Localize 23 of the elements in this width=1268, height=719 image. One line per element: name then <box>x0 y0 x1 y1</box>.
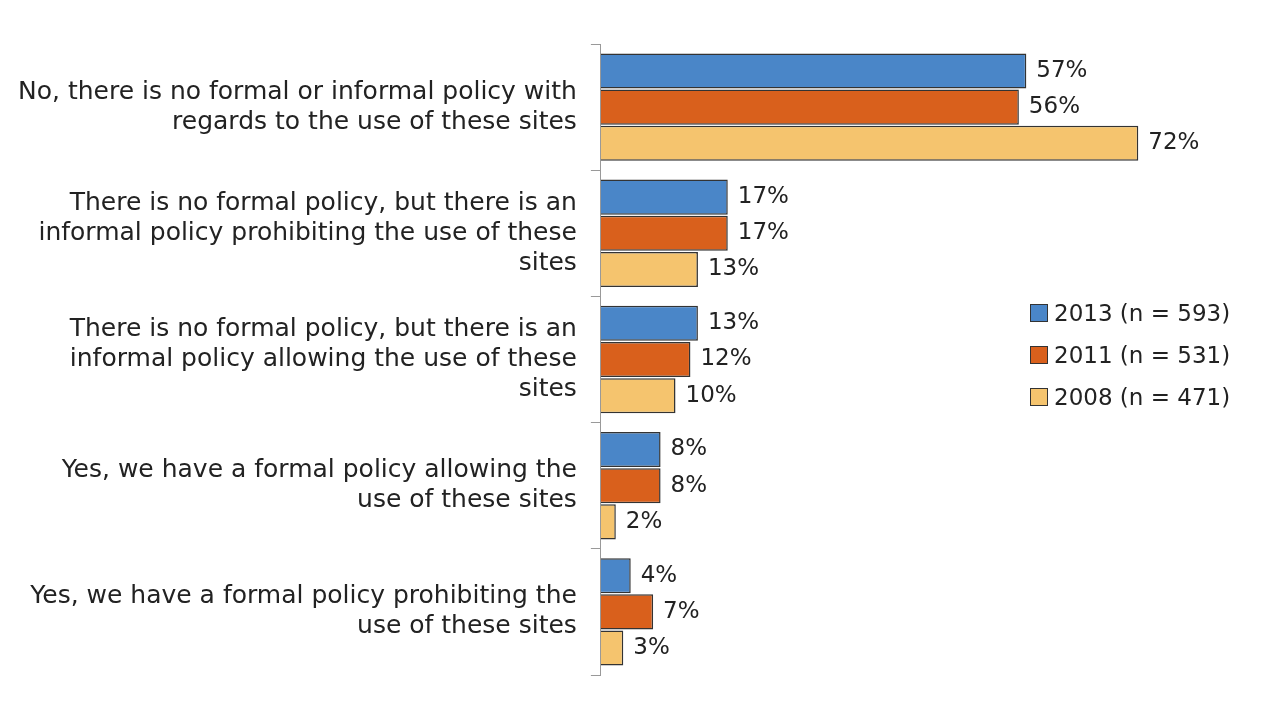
y-tick-label: Yes, we have a formal policy prohibiting the use of these sites <box>29 580 577 640</box>
data-label: 56% <box>1028 92 1080 119</box>
y-tick-label: No, there is no formal or informal policy with regards to the use of these sites <box>18 75 577 135</box>
data-label: 12% <box>700 344 752 371</box>
data-label: 2% <box>625 506 663 533</box>
data-label: 13% <box>707 308 760 335</box>
data-label: 8% <box>670 470 708 497</box>
y-tick-label: There is no formal policy, but there is an informal policy allowing the use of these sites <box>68 313 577 402</box>
data-label: 3% <box>633 633 670 660</box>
legend-label: 2013 (n = 593) <box>1054 299 1231 328</box>
data-label: 8% <box>670 434 708 461</box>
data-label: 57% <box>1036 55 1088 82</box>
legend-label: 2008 (n = 471) <box>1054 383 1231 412</box>
data-label: 10% <box>685 380 737 407</box>
data-label: 4% <box>640 560 678 587</box>
data-label: 7% <box>663 596 700 623</box>
data-label: 17% <box>737 218 789 245</box>
data-label: 13% <box>707 254 760 281</box>
y-tick-label: Yes, we have a formal policy allowing the use of these sites <box>60 454 577 514</box>
data-label: 17% <box>737 182 789 209</box>
y-tick-label: There is no formal policy, but there is an informal policy prohibiting the use of these sites <box>38 186 577 276</box>
data-label: 72% <box>1148 128 1200 155</box>
legend-label: 2011 (n = 531) <box>1054 341 1231 370</box>
